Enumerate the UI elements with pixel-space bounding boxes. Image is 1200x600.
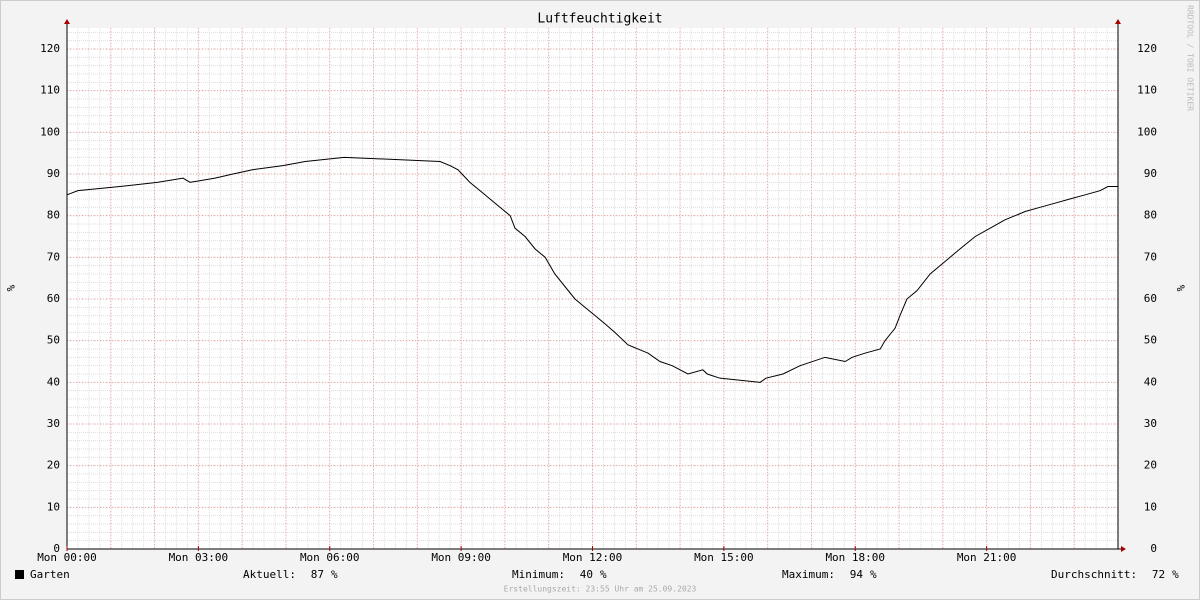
- x-tick-label: Mon 00:00: [37, 551, 97, 564]
- y-tick-label: 30: [47, 417, 60, 430]
- y-tick-label: 50: [47, 334, 60, 347]
- stat-label: Maximum:: [782, 568, 835, 581]
- y-axis-label: %: [4, 285, 17, 292]
- x-tick-label: Mon 12:00: [563, 551, 623, 564]
- stat-value: 72: [1152, 568, 1165, 581]
- data-line: [66, 156, 1118, 383]
- stat-unit: %: [1172, 568, 1179, 581]
- stat-label: Durchschnitt:: [1051, 568, 1137, 581]
- y-tick-label: 110: [40, 84, 60, 97]
- y-tick-label: 10: [47, 500, 60, 513]
- legend-swatch: [15, 570, 24, 579]
- y2-axis-label: %: [1174, 285, 1187, 292]
- y2-tick-label: 40: [1144, 375, 1157, 388]
- y2-tick-label: 60: [1144, 292, 1157, 305]
- y-tick-label: 120: [40, 42, 60, 55]
- stat-label: Minimum:: [512, 568, 565, 581]
- stat-unit: %: [870, 568, 877, 581]
- footer: Erstellungszeit: 23:55 Uhr am 25.09.2023: [504, 585, 697, 594]
- y-tick-label: 70: [47, 250, 60, 263]
- x-tick-label: Mon 15:00: [694, 551, 754, 564]
- stat-value: 40: [580, 568, 593, 581]
- stat-label: Aktuell:: [243, 568, 296, 581]
- arrow: [1121, 546, 1126, 552]
- arrow: [64, 19, 70, 24]
- y2-tick-label: 120: [1137, 42, 1157, 55]
- y2-tick-label: 70: [1144, 250, 1157, 263]
- arrow: [1115, 19, 1121, 24]
- y-tick-label: 0: [53, 542, 60, 555]
- y-tick-label: 20: [47, 459, 60, 472]
- legend-label: Garten: [30, 568, 70, 581]
- x-tick-label: Mon 21:00: [957, 551, 1017, 564]
- y2-tick-label: 110: [1137, 84, 1157, 97]
- y2-tick-label: 10: [1144, 500, 1157, 513]
- y2-tick-label: 20: [1144, 459, 1157, 472]
- y2-tick-label: 80: [1144, 209, 1157, 222]
- y2-tick-label: 90: [1144, 167, 1157, 180]
- stat-unit: %: [331, 568, 338, 581]
- x-tick-label: Mon 09:00: [431, 551, 491, 564]
- x-tick-label: Mon 18:00: [825, 551, 885, 564]
- chart-title: Luftfeuchtigkeit: [537, 12, 662, 27]
- stat-value: 87: [311, 568, 324, 581]
- x-tick-label: Mon 03:00: [169, 551, 229, 564]
- y2-tick-label: 0: [1150, 542, 1157, 555]
- y-tick-label: 90: [47, 167, 60, 180]
- watermark: RRDTOOL / TOBI OETIKER: [1186, 5, 1195, 111]
- y2-tick-label: 30: [1144, 417, 1157, 430]
- x-tick-label: Mon 06:00: [300, 551, 360, 564]
- stat-unit: %: [600, 568, 607, 581]
- stat-value: 94: [850, 568, 864, 581]
- y2-tick-label: 100: [1137, 125, 1157, 138]
- y-tick-label: 60: [47, 292, 60, 305]
- y-tick-label: 40: [47, 375, 60, 388]
- y2-tick-label: 50: [1144, 334, 1157, 347]
- y-tick-label: 80: [47, 209, 60, 222]
- y-tick-label: 100: [40, 125, 60, 138]
